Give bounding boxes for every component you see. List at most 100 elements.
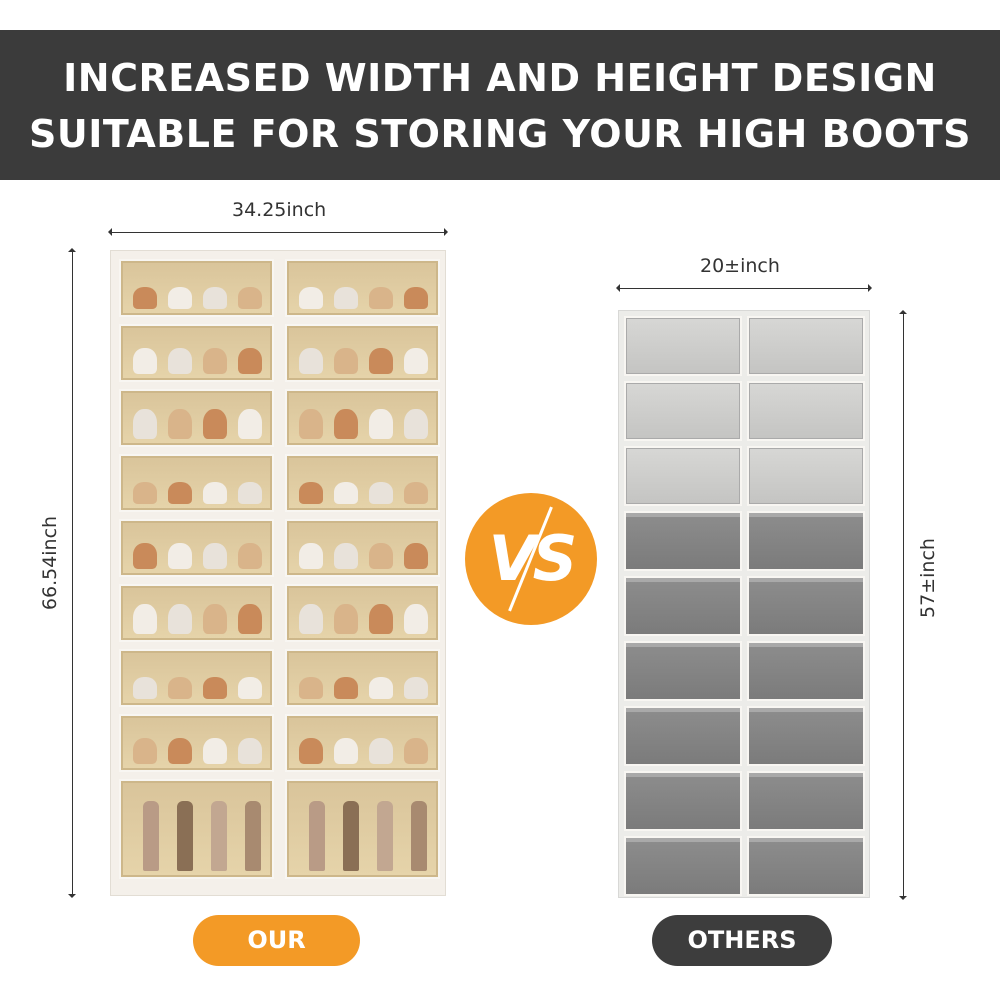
shoe-item	[404, 409, 428, 439]
boot-item	[143, 801, 159, 871]
shoe-item	[369, 677, 393, 699]
shoe-item	[238, 604, 262, 634]
cabinet-compartment	[747, 836, 865, 896]
our-width-label: 34.25inch	[232, 199, 327, 221]
shoe-item	[369, 348, 393, 374]
vs-badge: VS	[465, 493, 597, 625]
shoe-item	[203, 409, 227, 439]
cabinet-compartment	[624, 446, 742, 506]
our-label-button: OUR	[193, 915, 360, 966]
shoe-item	[299, 543, 323, 569]
cabinet-compartment	[624, 381, 742, 441]
boot-item	[309, 801, 325, 871]
cabinet-compartment	[119, 714, 274, 772]
shoe-item	[133, 543, 157, 569]
cabinet-compartment	[285, 584, 440, 642]
shoe-item	[238, 409, 262, 439]
shoe-item	[133, 348, 157, 374]
shoe-item	[334, 604, 358, 634]
cabinet-compartment	[624, 576, 742, 636]
cabinet-compartment	[624, 706, 742, 766]
shoe-item	[334, 287, 358, 309]
shoe-item	[404, 543, 428, 569]
shoe-item	[133, 482, 157, 504]
cabinet-compartment	[285, 389, 440, 447]
shoe-item	[133, 604, 157, 634]
shoe-item	[299, 604, 323, 634]
cabinet-compartment	[747, 511, 865, 571]
our-shoe-cabinet	[110, 250, 446, 896]
shoe-item	[334, 543, 358, 569]
cabinet-compartment	[747, 706, 865, 766]
shoe-item	[203, 604, 227, 634]
shoe-item	[168, 287, 192, 309]
shoe-item	[133, 677, 157, 699]
shoe-item	[168, 348, 192, 374]
shoe-item	[133, 738, 157, 764]
cabinet-compartment	[119, 779, 274, 879]
others-label-button: OTHERS	[652, 915, 832, 966]
cabinet-compartment	[747, 771, 865, 831]
cabinet-compartment	[119, 519, 274, 577]
shoe-item	[369, 482, 393, 504]
shoe-item	[369, 287, 393, 309]
vs-label: VS	[489, 522, 578, 595]
cabinet-compartment	[119, 454, 274, 512]
shoe-item	[299, 482, 323, 504]
shoe-item	[133, 287, 157, 309]
shoe-item	[168, 409, 192, 439]
others-height-label: 57±inch	[917, 538, 939, 618]
others-shoe-cabinet	[618, 310, 870, 898]
shoe-item	[334, 677, 358, 699]
cabinet-compartment	[624, 316, 742, 376]
header-banner: INCREASED WIDTH AND HEIGHT DESIGN SUITAB…	[0, 30, 1000, 180]
boot-item	[177, 801, 193, 871]
shoe-item	[334, 738, 358, 764]
cabinet-compartment	[119, 389, 274, 447]
cabinet-compartment	[624, 641, 742, 701]
cabinet-compartment	[119, 259, 274, 317]
shoe-item	[404, 482, 428, 504]
shoe-item	[238, 287, 262, 309]
shoe-item	[168, 482, 192, 504]
shoe-item	[334, 348, 358, 374]
shoe-item	[203, 348, 227, 374]
shoe-item	[133, 409, 157, 439]
shoe-item	[404, 738, 428, 764]
shoe-item	[299, 677, 323, 699]
shoe-item	[168, 677, 192, 699]
headline-line-1: INCREASED WIDTH AND HEIGHT DESIGN	[63, 56, 937, 100]
boot-item	[411, 801, 427, 871]
shoe-item	[299, 287, 323, 309]
cabinet-compartment	[285, 324, 440, 382]
shoe-item	[299, 738, 323, 764]
shoe-item	[238, 677, 262, 699]
shoe-item	[203, 543, 227, 569]
shoe-item	[299, 409, 323, 439]
cabinet-compartment	[285, 714, 440, 772]
cabinet-compartment	[747, 446, 865, 506]
cabinet-compartment	[285, 259, 440, 317]
headline-line-2: SUITABLE FOR STORING YOUR HIGH BOOTS	[29, 112, 971, 156]
shoe-item	[369, 543, 393, 569]
shoe-item	[369, 409, 393, 439]
shoe-item	[404, 348, 428, 374]
shoe-item	[238, 543, 262, 569]
cabinet-compartment	[624, 771, 742, 831]
cabinet-compartment	[119, 584, 274, 642]
shoe-item	[299, 348, 323, 374]
shoe-item	[369, 604, 393, 634]
shoe-item	[404, 287, 428, 309]
shoe-item	[404, 604, 428, 634]
cabinet-compartment	[285, 454, 440, 512]
cabinet-compartment	[119, 324, 274, 382]
others-height-arrow	[899, 310, 907, 900]
shoe-item	[238, 482, 262, 504]
cabinet-compartment	[747, 641, 865, 701]
boot-item	[245, 801, 261, 871]
cabinet-compartment	[624, 836, 742, 896]
shoe-item	[334, 409, 358, 439]
cabinet-compartment	[285, 519, 440, 577]
cabinet-compartment	[285, 779, 440, 879]
shoe-item	[238, 348, 262, 374]
